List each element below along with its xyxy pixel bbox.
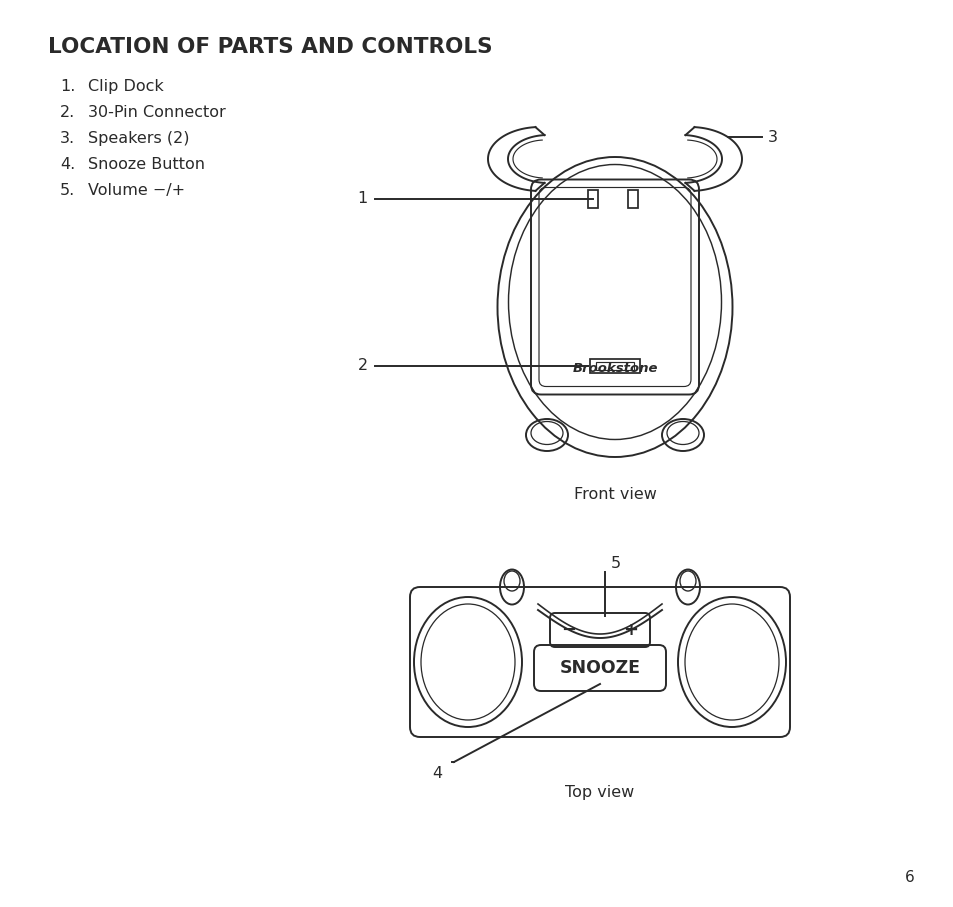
Text: Speakers (2): Speakers (2) xyxy=(88,131,190,146)
Bar xyxy=(627,190,638,208)
Text: 30-Pin Connector: 30-Pin Connector xyxy=(88,105,226,120)
Text: LOCATION OF PARTS AND CONTROLS: LOCATION OF PARTS AND CONTROLS xyxy=(48,37,492,57)
Text: +: + xyxy=(623,621,638,639)
Text: 3.: 3. xyxy=(60,131,75,146)
Text: Snooze Button: Snooze Button xyxy=(88,157,205,172)
Text: 1: 1 xyxy=(357,191,368,206)
Text: 3: 3 xyxy=(767,130,778,144)
Text: 2.: 2. xyxy=(60,105,75,120)
Text: 2: 2 xyxy=(357,358,368,373)
Text: Top view: Top view xyxy=(565,785,634,799)
Text: −: − xyxy=(561,621,576,639)
Text: Clip Dock: Clip Dock xyxy=(88,79,164,94)
Text: 5: 5 xyxy=(610,557,620,571)
Bar xyxy=(589,358,639,373)
Text: Volume −/+: Volume −/+ xyxy=(88,183,185,198)
Text: 4.: 4. xyxy=(60,157,75,172)
Bar xyxy=(587,190,598,208)
Text: 5.: 5. xyxy=(60,183,75,198)
Text: 6: 6 xyxy=(904,870,914,885)
Text: Brookstone: Brookstone xyxy=(572,363,657,375)
Text: Front view: Front view xyxy=(573,487,656,502)
Text: 1.: 1. xyxy=(60,79,75,94)
Text: 4: 4 xyxy=(432,766,441,781)
Text: SNOOZE: SNOOZE xyxy=(558,659,639,677)
Bar xyxy=(596,362,634,369)
